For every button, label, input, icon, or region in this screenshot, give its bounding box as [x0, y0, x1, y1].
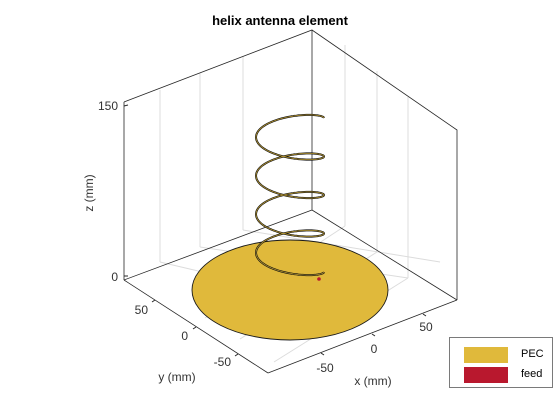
helix-wire-highlight — [255, 114, 325, 276]
plot-title: helix antenna element — [212, 13, 348, 28]
x-tick-label: -50 — [316, 361, 334, 375]
z-axis-label: z (mm) — [82, 174, 96, 211]
x-tick-mark — [320, 352, 325, 356]
axes-box — [123, 29, 458, 374]
x-tick-mark — [371, 333, 376, 337]
y-tick-label: 0 — [181, 329, 188, 343]
y-tick-mark — [192, 326, 197, 330]
y-tick-mark — [234, 353, 239, 357]
legend-label-feed: feed — [521, 368, 543, 380]
z-tick-label: 0 — [111, 270, 118, 284]
ground-plane[interactable] — [191, 239, 389, 341]
y-tick-mark — [151, 299, 156, 303]
z-tick-mark — [123, 104, 129, 107]
x-tick-label: 50 — [419, 320, 433, 334]
x-tick-mark — [422, 313, 427, 317]
legend-label-pec: PEC — [521, 348, 544, 360]
z-tick-label: 150 — [98, 99, 118, 113]
y-tick-label: 50 — [135, 303, 149, 317]
legend-swatch-feed — [464, 367, 508, 383]
y-tick-label: -50 — [214, 355, 232, 369]
y-axis-label: y (mm) — [158, 370, 195, 384]
legend-swatch-pec — [464, 347, 508, 363]
x-tick-label: 0 — [371, 342, 378, 356]
legend[interactable]: PEC feed — [449, 337, 553, 388]
x-axis-label: x (mm) — [354, 374, 391, 388]
feed-point[interactable] — [317, 277, 321, 281]
